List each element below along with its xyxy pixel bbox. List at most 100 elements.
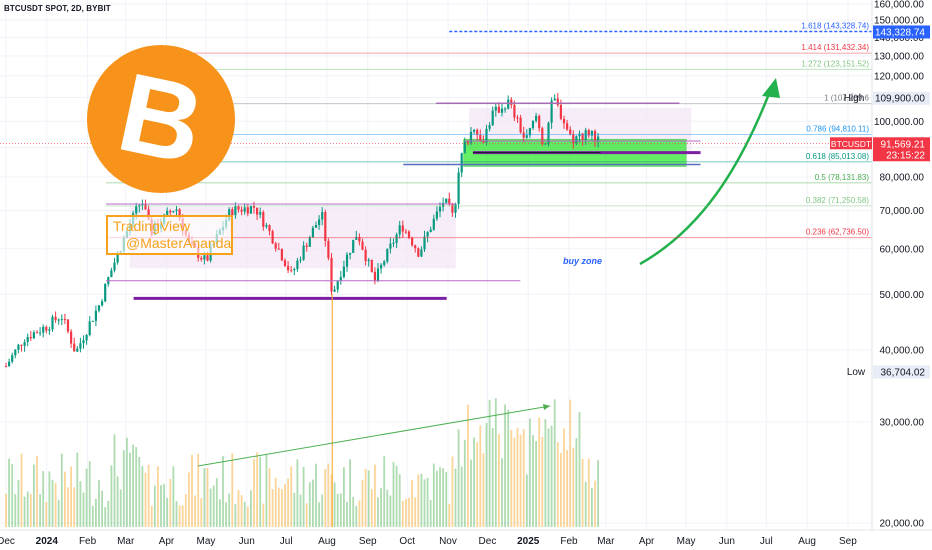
volume-bar bbox=[386, 489, 389, 527]
candle-body bbox=[45, 326, 48, 331]
candle-body bbox=[240, 209, 243, 212]
volume-bar bbox=[538, 417, 541, 527]
volume-bar bbox=[184, 494, 187, 527]
volume-bar bbox=[563, 428, 565, 527]
volume-bar bbox=[206, 468, 209, 527]
candle-body bbox=[494, 106, 497, 111]
volume-bar bbox=[141, 466, 144, 527]
y-tick-label: 60,000.00 bbox=[880, 244, 925, 255]
volume-bar bbox=[299, 494, 302, 527]
candle-body bbox=[54, 316, 57, 321]
candle-body bbox=[463, 141, 466, 154]
volume-bar bbox=[104, 506, 107, 527]
volume-bar bbox=[253, 458, 255, 527]
volume-bar bbox=[271, 489, 274, 527]
candle-body bbox=[308, 237, 311, 247]
candle-body bbox=[29, 336, 32, 339]
volume-bar bbox=[268, 468, 271, 527]
volume-bar bbox=[57, 499, 60, 527]
candle-body bbox=[559, 105, 562, 119]
high-label: High bbox=[844, 93, 865, 104]
volume-bar bbox=[234, 504, 237, 527]
last-price-badge-text: 23:15:22 bbox=[886, 150, 925, 161]
candle-body bbox=[51, 316, 54, 330]
candle-body bbox=[200, 257, 203, 260]
volume-bar bbox=[473, 437, 475, 527]
volume-bar bbox=[287, 478, 289, 527]
volume-bar bbox=[191, 454, 193, 527]
candle-body bbox=[448, 198, 451, 205]
volume-bar bbox=[228, 493, 231, 527]
volume-bar bbox=[343, 467, 345, 527]
volume-bar bbox=[29, 494, 32, 527]
volume-bar bbox=[51, 479, 54, 527]
volume-bar bbox=[581, 459, 584, 527]
candle-body bbox=[249, 205, 252, 214]
candle-body bbox=[104, 284, 107, 302]
candle-body bbox=[327, 240, 330, 258]
candle-body bbox=[277, 248, 280, 250]
volume-bar bbox=[54, 482, 57, 527]
low-badge-text: 36,704.02 bbox=[881, 367, 926, 378]
candle-body bbox=[324, 212, 327, 241]
candle-body bbox=[101, 301, 104, 306]
x-tick-label: Jun bbox=[239, 536, 255, 547]
candle-body bbox=[147, 209, 150, 220]
candle-body bbox=[283, 260, 287, 267]
volume-bar bbox=[560, 452, 562, 527]
volume-bar bbox=[491, 427, 494, 527]
x-tick-label: 2025 bbox=[517, 536, 540, 547]
candle-body bbox=[407, 231, 411, 238]
candle-body bbox=[547, 122, 550, 144]
x-tick-label: Dec bbox=[0, 536, 15, 547]
volume-bar bbox=[197, 453, 200, 527]
candle-body bbox=[575, 136, 578, 144]
candle-body bbox=[94, 310, 97, 321]
candle-body bbox=[535, 115, 538, 121]
candle-body bbox=[479, 134, 482, 141]
price-axis: 160,000.00150,000.00140,000.00130,000.00… bbox=[871, 0, 925, 530]
candle-body bbox=[373, 271, 376, 281]
volume-bar bbox=[277, 487, 280, 527]
volume-trend-arrowhead bbox=[543, 404, 550, 410]
volume-bar bbox=[380, 488, 382, 527]
candle-body bbox=[349, 252, 352, 255]
volume-bar bbox=[153, 485, 156, 527]
x-tick-label: Jul bbox=[280, 536, 293, 547]
candle-body bbox=[423, 236, 426, 250]
volume-bar bbox=[594, 480, 596, 527]
volume-bar bbox=[411, 480, 413, 527]
candle-body bbox=[206, 255, 209, 261]
candle-body bbox=[203, 255, 206, 260]
fib-label: 1.618 (143,328.74) bbox=[801, 21, 869, 30]
volume-bar bbox=[237, 490, 240, 527]
candle-body bbox=[234, 206, 237, 216]
candle-body bbox=[562, 118, 566, 124]
volume-bar bbox=[70, 466, 72, 527]
candle-body bbox=[488, 125, 491, 129]
fib-label: 1 (107,289.6 bbox=[824, 94, 869, 103]
volume-bar bbox=[569, 399, 572, 527]
candle-body bbox=[451, 204, 454, 213]
volume-bar bbox=[144, 472, 147, 527]
volume-bar bbox=[302, 466, 305, 527]
candle-body bbox=[414, 245, 417, 249]
candle-body bbox=[265, 225, 268, 227]
watermark-line-2: @MasterAnanda bbox=[126, 235, 232, 251]
low-badge bbox=[873, 365, 930, 379]
high-badge-text: 109,900.00 bbox=[875, 94, 925, 105]
volume-bar bbox=[330, 474, 333, 527]
volume-bar bbox=[122, 450, 125, 527]
volume-bar bbox=[284, 484, 286, 527]
x-tick-label: Sep bbox=[839, 536, 857, 547]
fibonacci-levels: 1.618 (143,328.74) 1.414 (131,432.34) 1.27… bbox=[0, 21, 872, 239]
volume-bar bbox=[525, 474, 528, 527]
volume-bar bbox=[519, 434, 522, 527]
candle-body bbox=[593, 130, 597, 142]
candle-body bbox=[597, 136, 600, 142]
candle-body bbox=[500, 108, 504, 113]
volume-bar bbox=[160, 485, 162, 527]
volume-bar bbox=[463, 439, 466, 527]
volume-bar bbox=[498, 434, 500, 527]
